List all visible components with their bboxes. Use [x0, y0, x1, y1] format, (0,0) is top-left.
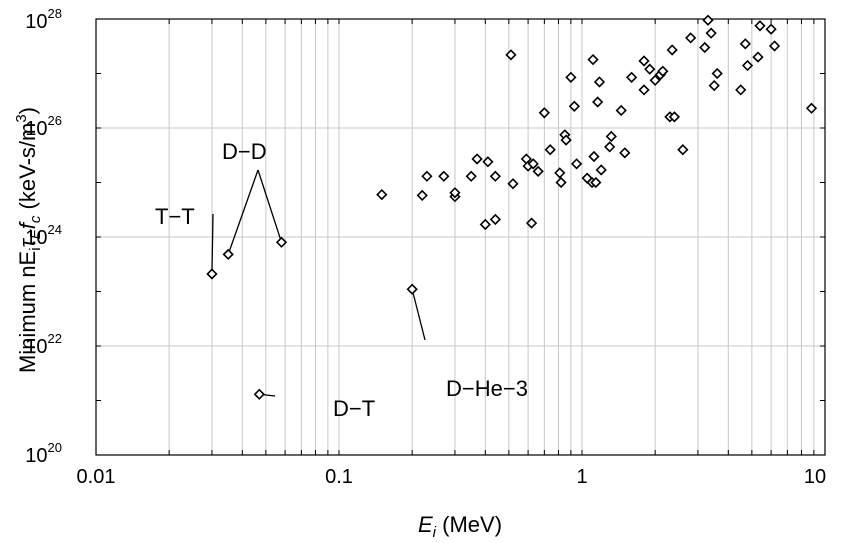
data-point [438, 170, 450, 182]
data-point [421, 170, 433, 182]
y-tick-label: 1024 [25, 222, 62, 249]
data-point [554, 167, 566, 179]
data-point [595, 164, 607, 176]
data-point [538, 107, 550, 119]
annotation-label-dd: D−D [222, 139, 267, 164]
data-point [406, 283, 418, 295]
data-point [376, 188, 388, 201]
data-point [604, 141, 616, 153]
data-point [711, 67, 723, 80]
data-point [206, 268, 218, 280]
data-point [555, 176, 567, 189]
data-point [587, 53, 599, 66]
annotations: T−T D−D D−T D−He−3 [155, 139, 528, 421]
data-point [471, 153, 483, 165]
data-point [657, 65, 669, 77]
data-point [685, 32, 697, 44]
data-point [605, 130, 617, 143]
data-point [489, 170, 501, 182]
annotation-leader [257, 169, 283, 243]
data-point [705, 27, 717, 39]
data-point [741, 59, 754, 72]
data-point [222, 248, 234, 261]
data-point [805, 102, 818, 114]
data-point [588, 150, 600, 163]
y-tick-label: 1028 [25, 6, 62, 33]
data-point [507, 178, 519, 190]
annotation-leader [411, 289, 426, 341]
annotation-leaders [211, 169, 426, 397]
data-point [505, 49, 517, 61]
data-point [668, 111, 681, 123]
annotation-label-dt: D−T [333, 396, 375, 421]
data-point [527, 158, 539, 170]
x-tick-label: 1 [576, 466, 587, 488]
data-point [565, 71, 577, 83]
data-point [465, 170, 477, 182]
data-point [644, 63, 656, 75]
data-point [768, 40, 781, 52]
data-point [275, 236, 288, 248]
data-point [625, 71, 638, 83]
data-point [735, 84, 747, 96]
data-point [638, 84, 650, 96]
data-point [638, 55, 650, 67]
x-tick-label: 10 [804, 466, 826, 488]
data-point [532, 165, 544, 178]
data-point [666, 44, 678, 56]
data-point [649, 74, 661, 86]
data-point [568, 100, 580, 112]
data-point [544, 144, 556, 156]
data-point [619, 147, 631, 159]
x-tick-label: 0.01 [77, 466, 116, 488]
x-tick-labels: 0.01 0.1 1 10 [77, 466, 827, 488]
data-points [206, 14, 818, 400]
data-point [449, 187, 461, 199]
data-point [699, 41, 711, 54]
data-point [590, 176, 602, 189]
data-point [560, 134, 572, 146]
data-point [525, 217, 538, 229]
y-tick-label: 1020 [25, 440, 62, 467]
data-point [489, 213, 501, 226]
data-point [593, 76, 606, 88]
plot-frame [95, 18, 826, 456]
data-point [570, 158, 583, 170]
y-axis-title: Minimum nEiτEfc (keV-s/m3) [13, 107, 44, 373]
data-point [708, 79, 720, 92]
data-point [754, 20, 766, 32]
data-point [752, 51, 764, 63]
annotation-leader [227, 169, 259, 255]
annotation-leader [211, 213, 214, 274]
annotation-label-tt: T−T [155, 204, 195, 229]
data-point [482, 156, 494, 168]
data-point [479, 218, 491, 231]
x-tick-label: 0.1 [325, 466, 353, 488]
annotation-label-dhe3: D−He−3 [446, 376, 528, 401]
data-point [592, 96, 604, 108]
grid [96, 19, 825, 455]
data-point [739, 38, 751, 50]
axis-ticks [96, 19, 825, 455]
x-axis-title: Ei (MeV) [418, 512, 502, 541]
data-point [416, 189, 428, 202]
data-point [702, 14, 714, 26]
data-point [615, 104, 627, 117]
data-point [765, 23, 777, 35]
y-tick-label: 1026 [25, 113, 62, 140]
data-point [253, 388, 265, 400]
y-tick-label: 1022 [25, 331, 62, 358]
data-point [677, 144, 689, 156]
y-tick-labels: 1020 1022 1024 1026 1028 [25, 6, 62, 467]
